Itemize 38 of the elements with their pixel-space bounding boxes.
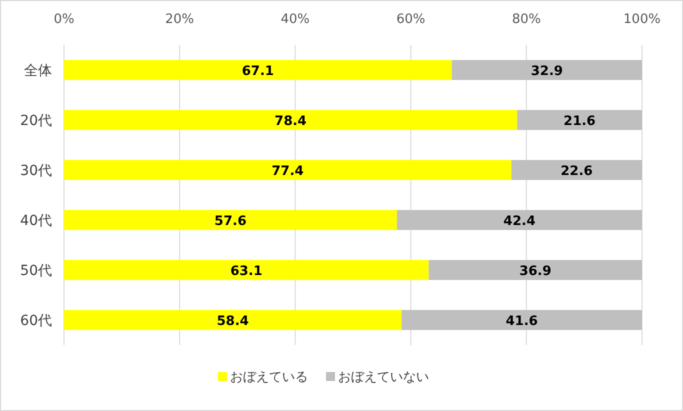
- y-tick-label: 20代: [20, 113, 52, 129]
- bar: [64, 260, 429, 280]
- bar: [64, 110, 518, 130]
- x-tick-label: 20%: [165, 12, 194, 27]
- bar: [64, 160, 512, 180]
- data-label: 41.6: [506, 314, 538, 329]
- legend-label: おぼえていない: [338, 370, 429, 385]
- x-tick-label: 60%: [396, 12, 426, 27]
- bar: [402, 310, 642, 330]
- bar: [452, 60, 642, 80]
- bar: [64, 60, 452, 80]
- data-label: 63.1: [230, 264, 262, 279]
- y-tick-label: 40代: [20, 213, 52, 229]
- bar: [517, 110, 642, 130]
- data-label: 77.4: [272, 164, 304, 179]
- data-label: 42.4: [503, 214, 536, 229]
- x-tick-label: 100%: [623, 12, 661, 27]
- x-tick-label: 80%: [512, 12, 541, 27]
- data-label: 21.6: [564, 114, 596, 129]
- bar: [64, 210, 397, 230]
- data-label: 32.9: [530, 64, 563, 79]
- data-label: 67.1: [242, 64, 274, 79]
- legend-label: おぼえている: [230, 370, 308, 385]
- y-tick-label: 全体: [24, 63, 52, 79]
- bar: [511, 160, 642, 180]
- bar: [64, 310, 402, 330]
- y-tick-label: 60代: [20, 313, 52, 329]
- data-label: 22.6: [560, 164, 593, 179]
- bar: [428, 260, 642, 280]
- x-tick-label: 0%: [54, 12, 74, 27]
- y-tick-label: 50代: [20, 263, 52, 279]
- data-label: 57.6: [214, 214, 247, 229]
- data-label: 78.4: [274, 114, 307, 129]
- data-label: 58.4: [216, 314, 249, 329]
- bar: [396, 210, 642, 230]
- x-tick-label: 40%: [280, 12, 310, 27]
- data-label: 36.9: [519, 264, 552, 279]
- y-tick-label: 30代: [20, 163, 52, 179]
